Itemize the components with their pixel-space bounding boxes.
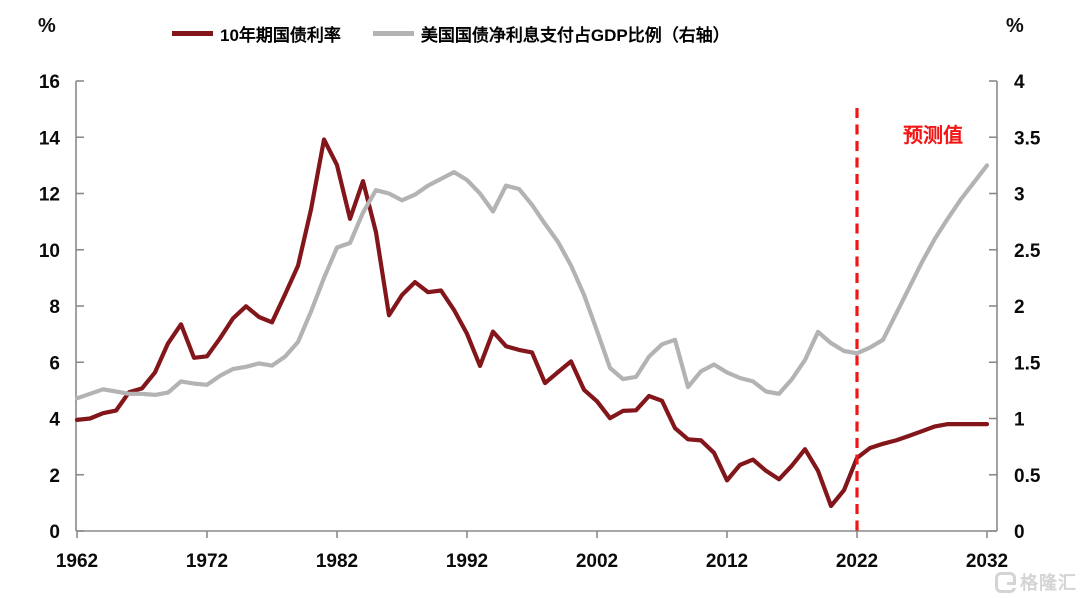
right-axis-tick-label: 1.5 <box>1014 353 1041 374</box>
right-axis-tick-label: 0.5 <box>1014 466 1041 487</box>
legend-label-net-interest: 美国国债净利息支付占GDP比例（右轴） <box>420 26 730 45</box>
treasury-yield-line <box>74 137 990 509</box>
left-axis-tick-label: 10 <box>39 241 60 262</box>
gelonghui-logo-icon <box>995 571 1016 593</box>
legend-label-treasury-yield: 10年期国债利率 <box>220 26 341 45</box>
treasury-yield-line-swatch <box>172 31 213 36</box>
x-axis-tick-label: 2022 <box>836 551 878 572</box>
x-axis-tick-label: 1992 <box>446 551 488 572</box>
right-axis-tick-label: 2.5 <box>1014 241 1041 262</box>
right-axis-tick-label: 2 <box>1014 297 1025 318</box>
left-axis-tick-label: 12 <box>39 185 60 206</box>
right-axis-tick-label: 3 <box>1014 185 1025 206</box>
legend-item-treasury-yield: 10年期国债利率 <box>172 21 341 46</box>
x-axis-tick-label: 2032 <box>966 551 1008 572</box>
x-axis-tick-label: 1972 <box>186 551 228 572</box>
left-axis-tick-label: 2 <box>49 466 60 487</box>
legend-item-net-interest: 美国国债净利息支付占GDP比例（右轴） <box>372 21 730 46</box>
right-axis-unit-label: % <box>1006 15 1024 37</box>
right-axis-tick-label: 0 <box>1014 522 1025 543</box>
left-axis-tick-label: 6 <box>49 353 60 374</box>
right-axis-tick-label: 3.5 <box>1014 128 1041 149</box>
x-axis-tick-label: 2012 <box>706 551 748 572</box>
right-axis-tick-label: 4 <box>1014 72 1025 93</box>
x-axis-tick-label: 1982 <box>316 551 358 572</box>
net-interest-line <box>74 163 990 401</box>
x-axis-tick-label: 2002 <box>576 551 618 572</box>
right-axis-tick-label: 1 <box>1014 410 1025 431</box>
left-axis-tick-label: 8 <box>49 297 60 318</box>
watermark: 格隆汇 <box>995 569 1077 595</box>
net-interest-line-swatch <box>372 31 414 36</box>
x-axis-tick-label: 1962 <box>56 551 98 572</box>
forecast-annotation-label: 预测值 <box>903 125 963 147</box>
left-axis-tick-label: 0 <box>49 522 60 543</box>
legend: 10年期国债利率 美国国债净利息支付占GDP比例（右轴） <box>172 21 730 46</box>
left-axis-tick-label: 16 <box>39 72 60 93</box>
left-axis-unit-label: % <box>38 15 56 37</box>
left-axis-tick-label: 4 <box>49 410 60 431</box>
left-axis-tick-label: 14 <box>39 128 61 149</box>
watermark-text: 格隆汇 <box>1020 573 1077 593</box>
